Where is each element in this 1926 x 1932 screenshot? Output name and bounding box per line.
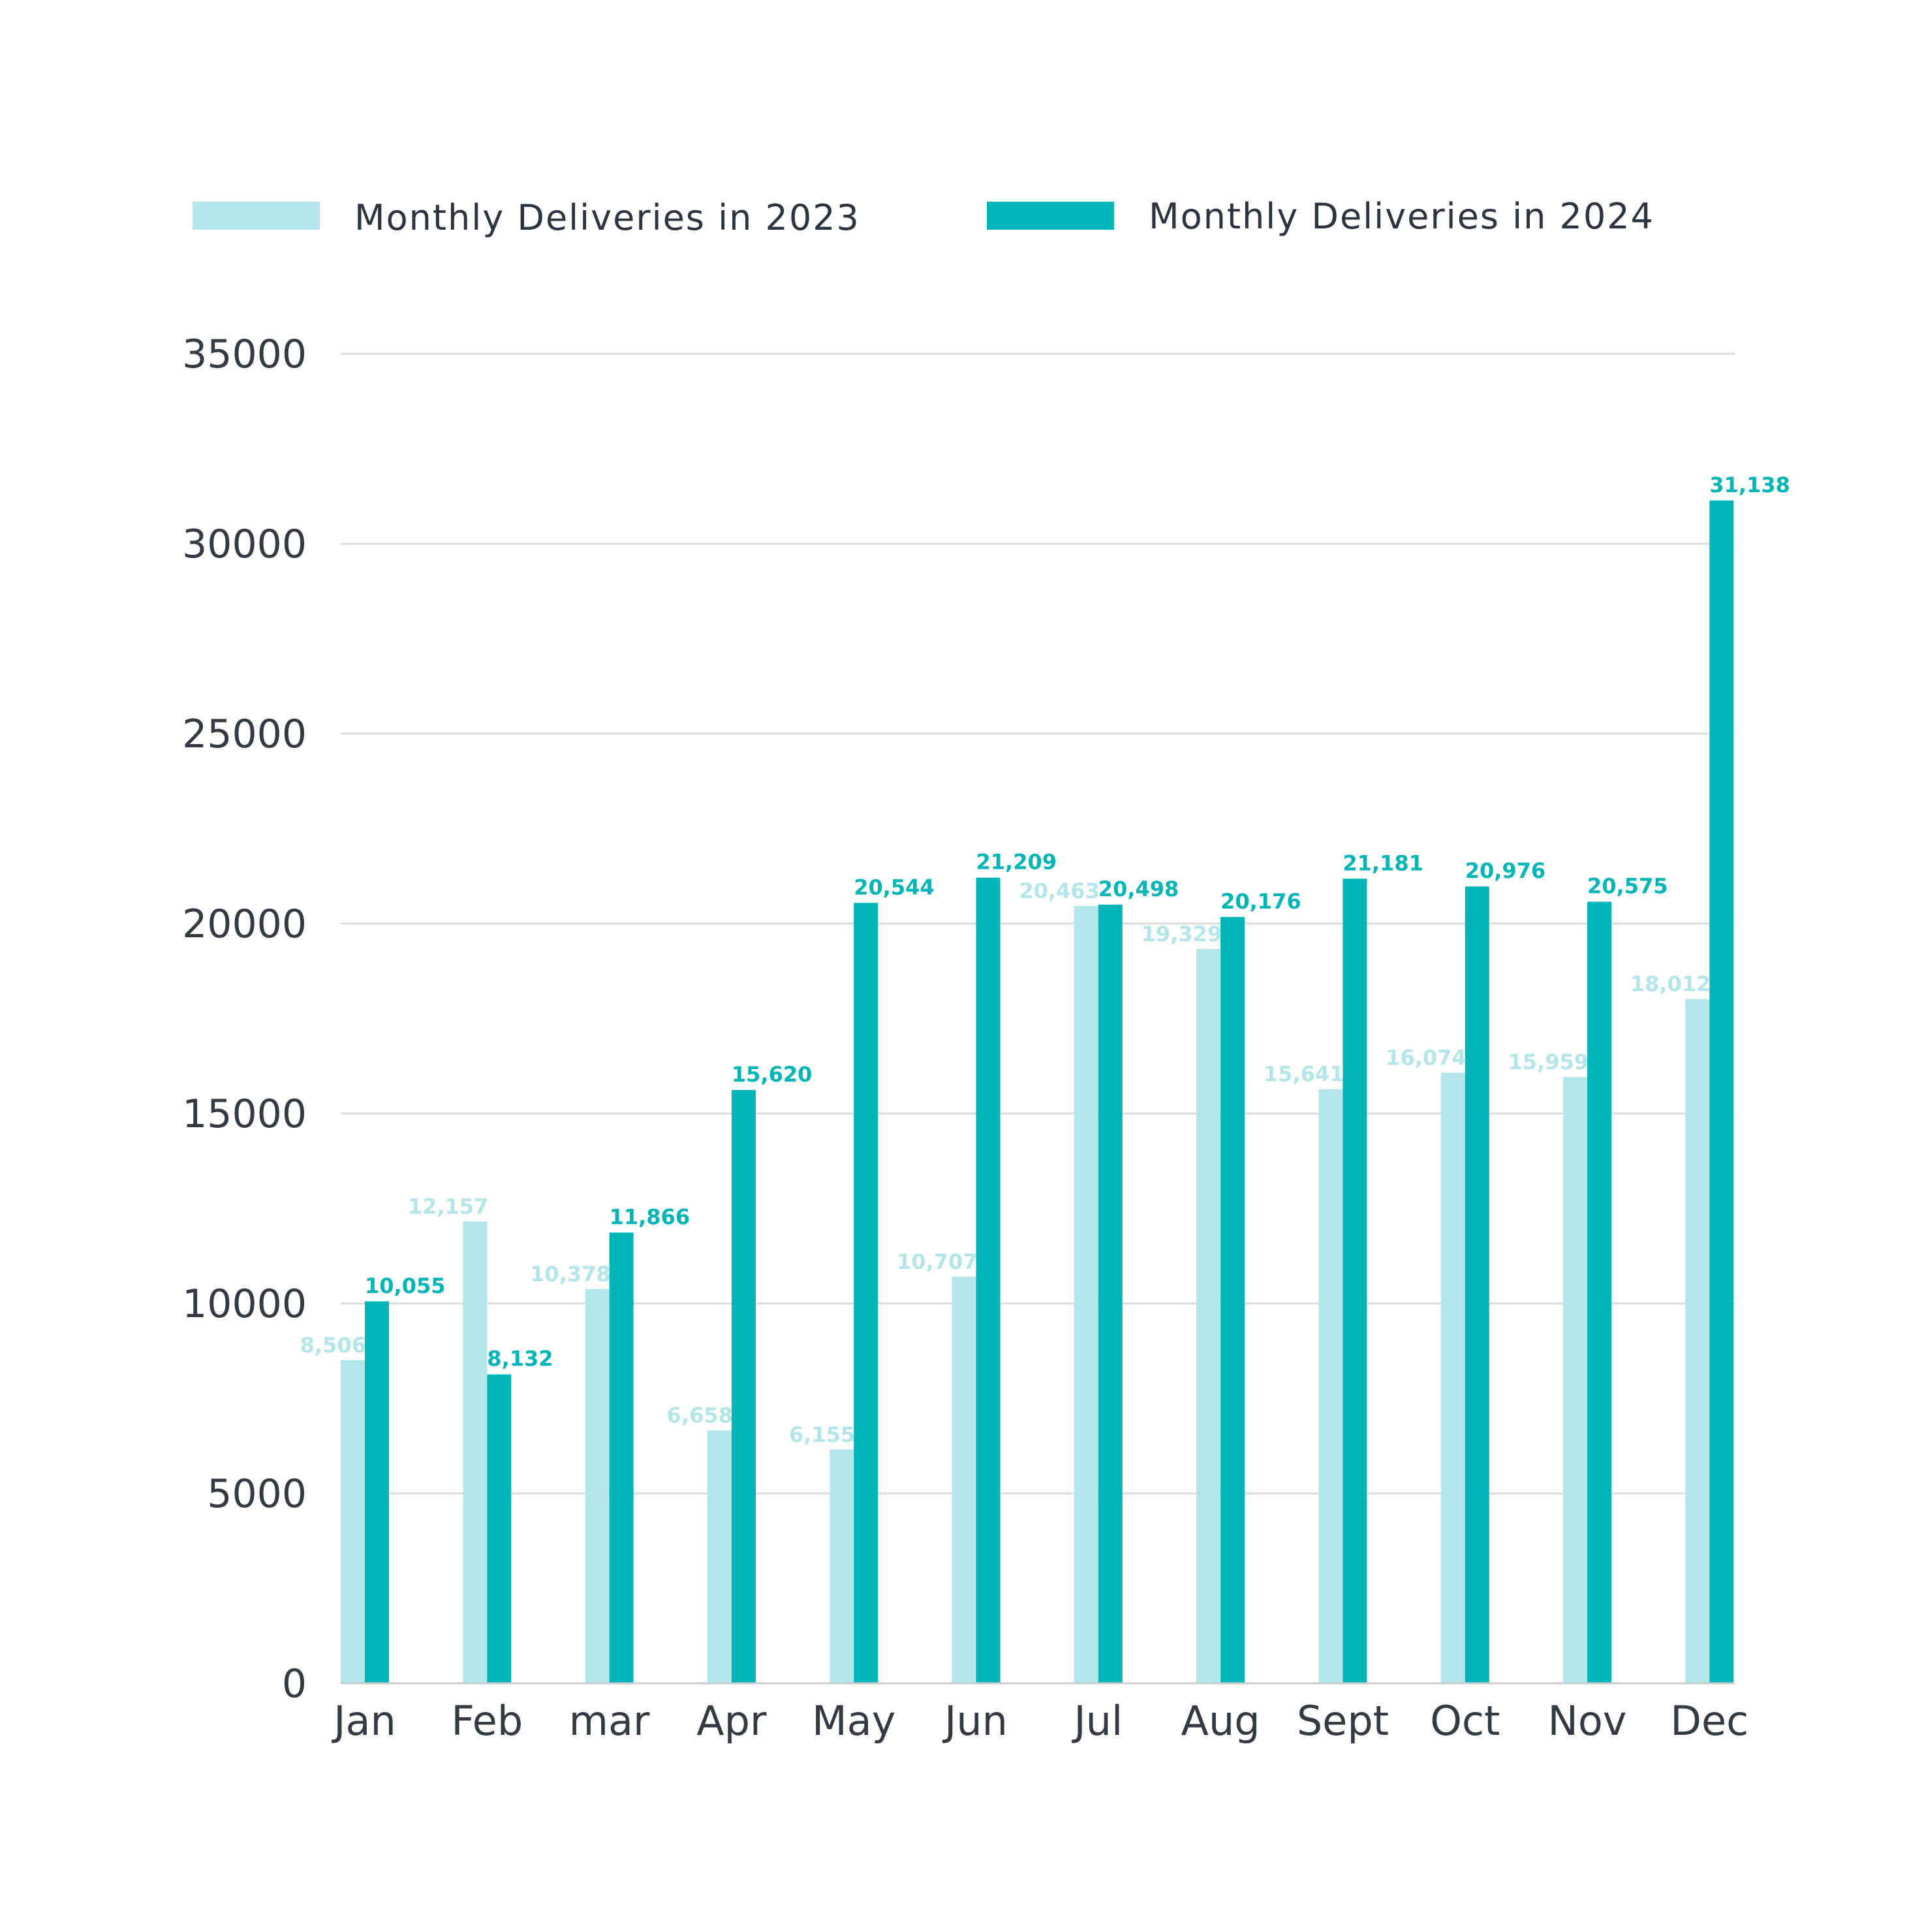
- bar-2024-dec: [1709, 500, 1734, 1684]
- y-tick-label: 25000: [182, 711, 307, 757]
- y-tick-label: 5000: [207, 1471, 307, 1517]
- data-label-2024: 20,544: [854, 875, 934, 899]
- bar-2024-aug: [1220, 916, 1245, 1683]
- data-label-2024: 21,209: [976, 850, 1057, 875]
- x-tick-label: Jul: [1071, 1697, 1123, 1745]
- bar-2024-jul: [1098, 905, 1123, 1683]
- x-tick-label: Apr: [696, 1697, 767, 1745]
- data-label-2024: 15,620: [732, 1062, 812, 1087]
- data-label-2023: 18,012: [1630, 972, 1711, 997]
- bar-2024-sept: [1343, 879, 1367, 1683]
- data-label-2024: 21,181: [1343, 850, 1423, 875]
- x-axis: Jan Feb mar Apr May Jun Jul Aug Sept Oct Nov Dec: [331, 1682, 1748, 1745]
- x-tick-label: Oct: [1430, 1697, 1500, 1745]
- bar-2023-sept: [1318, 1089, 1343, 1683]
- data-labels: 8,506 10,055 12,157 8,132 10,378 11,866 6,658 1…: [300, 473, 1790, 1447]
- x-tick-label: Nov: [1547, 1697, 1626, 1745]
- bar-2023-mar: [585, 1289, 610, 1683]
- y-tick-label: 10000: [182, 1281, 307, 1327]
- data-label-2023: 12,157: [408, 1194, 488, 1219]
- bar-2023-jan: [341, 1360, 365, 1683]
- legend-label-2024: Monthly Deliveries in 2024: [1149, 196, 1654, 237]
- bar-2023-feb: [463, 1221, 488, 1683]
- bar-2024-jan: [365, 1301, 389, 1683]
- data-label-2023: 15,959: [1508, 1050, 1589, 1074]
- bar-2024-mar: [609, 1232, 634, 1683]
- x-tick-label: Dec: [1670, 1697, 1748, 1745]
- y-tick-label: 15000: [182, 1091, 307, 1137]
- data-label-2023: 6,155: [789, 1422, 855, 1447]
- data-label-2023: 10,707: [897, 1249, 977, 1274]
- y-axis: 0 5000 10000 15000 20000 25000 30000 35000: [182, 332, 307, 1707]
- bar-2023-dec: [1685, 999, 1710, 1683]
- bar-2024-jun: [976, 877, 1001, 1683]
- data-label-2023: 16,074: [1386, 1045, 1466, 1070]
- legend: Monthly Deliveries in 2023 Monthly Deliv…: [193, 196, 1654, 238]
- bar-2023-apr: [707, 1430, 732, 1683]
- x-tick-label: Sept: [1297, 1697, 1389, 1745]
- bar-2024-apr: [731, 1089, 756, 1683]
- bar-2023-nov: [1563, 1077, 1587, 1683]
- x-tick-label: May: [812, 1697, 895, 1745]
- y-tick-label: 30000: [182, 522, 307, 567]
- data-label-2023: 19,329: [1142, 922, 1222, 946]
- data-label-2024: 8,132: [487, 1347, 553, 1371]
- data-label-2024: 31,138: [1709, 473, 1790, 497]
- x-tick-label: mar: [569, 1697, 650, 1745]
- gridlines: [341, 352, 1735, 1495]
- data-label-2024: 20,976: [1465, 858, 1545, 883]
- data-label-2024: 20,498: [1098, 877, 1179, 901]
- y-tick-label: 20000: [182, 901, 307, 947]
- bar-2024-feb: [487, 1374, 512, 1683]
- data-label-2023: 8,506: [300, 1333, 366, 1358]
- bar-2023-aug: [1196, 949, 1221, 1683]
- bar-2024-oct: [1465, 886, 1489, 1683]
- y-tick-label: 0: [282, 1661, 307, 1707]
- bar-2023-jun: [952, 1276, 976, 1683]
- data-label-2023: 6,658: [667, 1403, 733, 1428]
- data-label-2023: 20,463: [1019, 879, 1099, 903]
- bars: [341, 500, 1734, 1684]
- x-tick-label: Aug: [1181, 1697, 1260, 1745]
- data-label-2024: 20,575: [1587, 874, 1668, 899]
- legend-swatch-2024: [987, 202, 1114, 230]
- bar-2023-may: [830, 1449, 854, 1683]
- bar-2024-may: [854, 903, 878, 1683]
- data-label-2024: 20,176: [1220, 889, 1301, 914]
- legend-label-2023: Monthly Deliveries in 2023: [354, 197, 860, 238]
- legend-swatch-2023: [193, 202, 320, 230]
- data-label-2023: 10,378: [530, 1262, 610, 1286]
- x-tick-label: Feb: [451, 1697, 523, 1745]
- data-label-2024: 11,866: [610, 1204, 690, 1229]
- bar-2023-jul: [1074, 906, 1098, 1683]
- data-label-2023: 15,641: [1264, 1062, 1344, 1087]
- x-tick-label: Jun: [942, 1697, 1008, 1745]
- bar-2023-oct: [1440, 1072, 1465, 1683]
- data-label-2024: 10,055: [365, 1273, 445, 1298]
- bar-2024-nov: [1587, 901, 1611, 1683]
- x-tick-label: Jan: [331, 1697, 396, 1745]
- y-tick-label: 35000: [182, 332, 307, 377]
